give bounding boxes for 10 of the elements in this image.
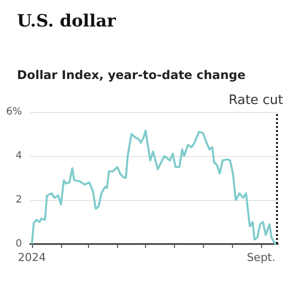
y-tick-label: 6%	[6, 106, 22, 118]
chart-title: U.S. dollar	[17, 12, 117, 32]
x-tick-label: Sept.	[246, 251, 276, 264]
ref-line-label: Rate cut	[228, 93, 284, 108]
y-tick-label: 2	[16, 194, 22, 206]
chart-subtitle: Dollar Index, year-to-date change	[17, 68, 246, 82]
line-series	[30, 130, 278, 245]
y-tick-label: 0	[16, 238, 22, 250]
y-tick-label: 4	[16, 150, 22, 162]
x-tick-label: 2024	[18, 251, 46, 264]
